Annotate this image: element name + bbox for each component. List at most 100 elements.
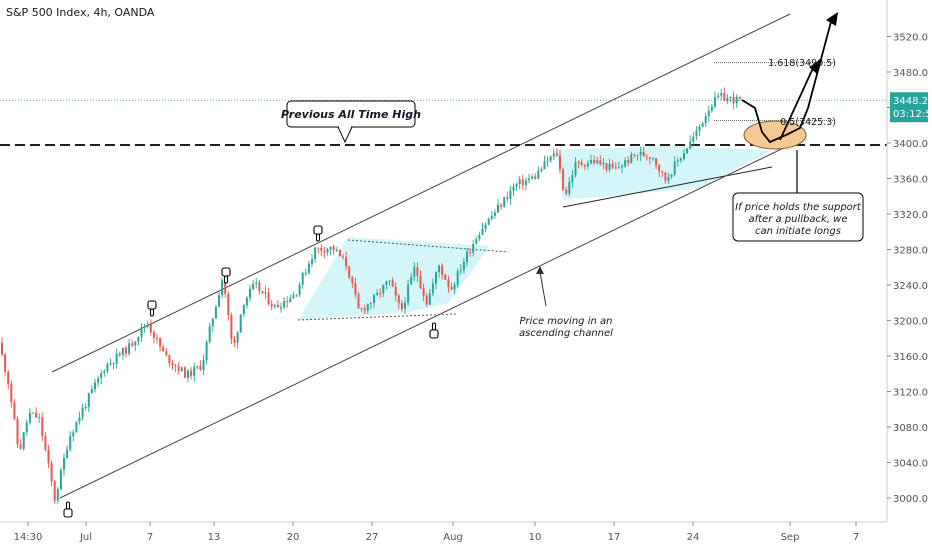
candle[interactable] [4,352,7,377]
candle[interactable] [376,289,379,296]
candle[interactable] [227,291,230,321]
candle[interactable] [537,166,540,180]
candle[interactable] [187,369,189,383]
current-price-badge[interactable] [890,92,928,123]
candle[interactable] [249,285,251,302]
candle[interactable] [56,486,59,504]
candle[interactable] [546,156,549,168]
candle[interactable] [391,277,394,287]
candle[interactable] [636,154,639,161]
candle[interactable] [320,243,323,257]
candle[interactable] [214,304,217,319]
candle[interactable] [503,196,506,208]
candle[interactable] [667,172,670,185]
candle[interactable] [695,126,698,141]
candle[interactable] [490,210,493,221]
candle[interactable] [156,333,158,344]
candle[interactable] [593,155,596,166]
candle[interactable] [661,170,664,178]
candle[interactable] [162,344,165,352]
candle[interactable] [524,177,527,191]
candle[interactable] [311,254,313,268]
candle[interactable] [87,392,90,413]
candle[interactable] [497,199,499,213]
candle[interactable] [611,160,614,170]
candle[interactable] [177,362,180,375]
candle[interactable] [84,403,87,411]
candle[interactable] [552,148,555,161]
candle[interactable] [292,291,295,299]
candle[interactable] [568,176,571,197]
candle[interactable] [255,277,258,289]
candle[interactable] [174,363,177,373]
candle[interactable] [267,288,270,306]
candle[interactable] [382,284,385,298]
candle[interactable] [38,413,41,423]
candle[interactable] [562,167,565,191]
candle[interactable] [348,265,351,280]
candle[interactable] [407,279,410,307]
candle[interactable] [326,247,329,256]
candle[interactable] [404,296,406,315]
candle[interactable] [738,96,741,101]
candle[interactable] [385,280,388,290]
candle[interactable] [583,163,586,171]
candle[interactable] [425,292,428,307]
candle[interactable] [317,247,320,254]
candle[interactable] [10,380,13,408]
candle[interactable] [605,162,608,173]
candle[interactable] [94,378,96,393]
candle[interactable] [655,157,658,170]
candle[interactable] [128,338,131,356]
candle[interactable] [450,282,453,291]
candle[interactable] [732,91,735,110]
candle[interactable] [180,366,183,373]
candle[interactable] [478,231,481,242]
candle[interactable] [252,280,255,291]
candle[interactable] [264,286,267,299]
candle[interactable] [447,275,450,293]
candle[interactable] [357,292,360,309]
candle[interactable] [441,263,444,280]
candle[interactable] [47,444,50,469]
candle[interactable] [329,246,332,256]
candle[interactable] [642,146,645,157]
candle[interactable] [360,307,363,313]
candle[interactable] [683,148,685,161]
candle[interactable] [444,274,447,280]
candle[interactable] [22,431,25,451]
candle[interactable] [211,317,214,333]
candle[interactable] [580,158,583,167]
candle[interactable] [295,294,298,298]
candle[interactable] [469,248,472,257]
candle[interactable] [1,337,3,357]
candle[interactable] [97,375,100,387]
candle[interactable] [422,283,425,302]
candle[interactable] [112,362,115,370]
candle[interactable] [103,369,106,377]
candle[interactable] [704,112,707,127]
candle[interactable] [673,156,676,177]
candle[interactable] [692,132,695,147]
candle[interactable] [710,103,713,113]
candle[interactable] [72,429,75,442]
candle[interactable] [369,301,372,310]
candle[interactable] [283,297,286,310]
candle[interactable] [617,161,620,169]
candle[interactable] [549,155,552,163]
candle[interactable] [431,278,434,297]
candle[interactable] [332,244,335,255]
candle[interactable] [32,412,34,414]
candle[interactable] [66,445,69,459]
candle[interactable] [121,347,124,360]
candle[interactable] [28,408,31,425]
candle[interactable] [614,162,617,170]
candle[interactable] [242,304,245,318]
candle[interactable] [239,314,242,333]
candle[interactable] [599,155,602,166]
candle[interactable] [270,299,273,311]
candle[interactable] [286,296,289,308]
candle[interactable] [35,407,38,419]
candle[interactable] [44,432,47,452]
candle[interactable] [438,264,441,278]
